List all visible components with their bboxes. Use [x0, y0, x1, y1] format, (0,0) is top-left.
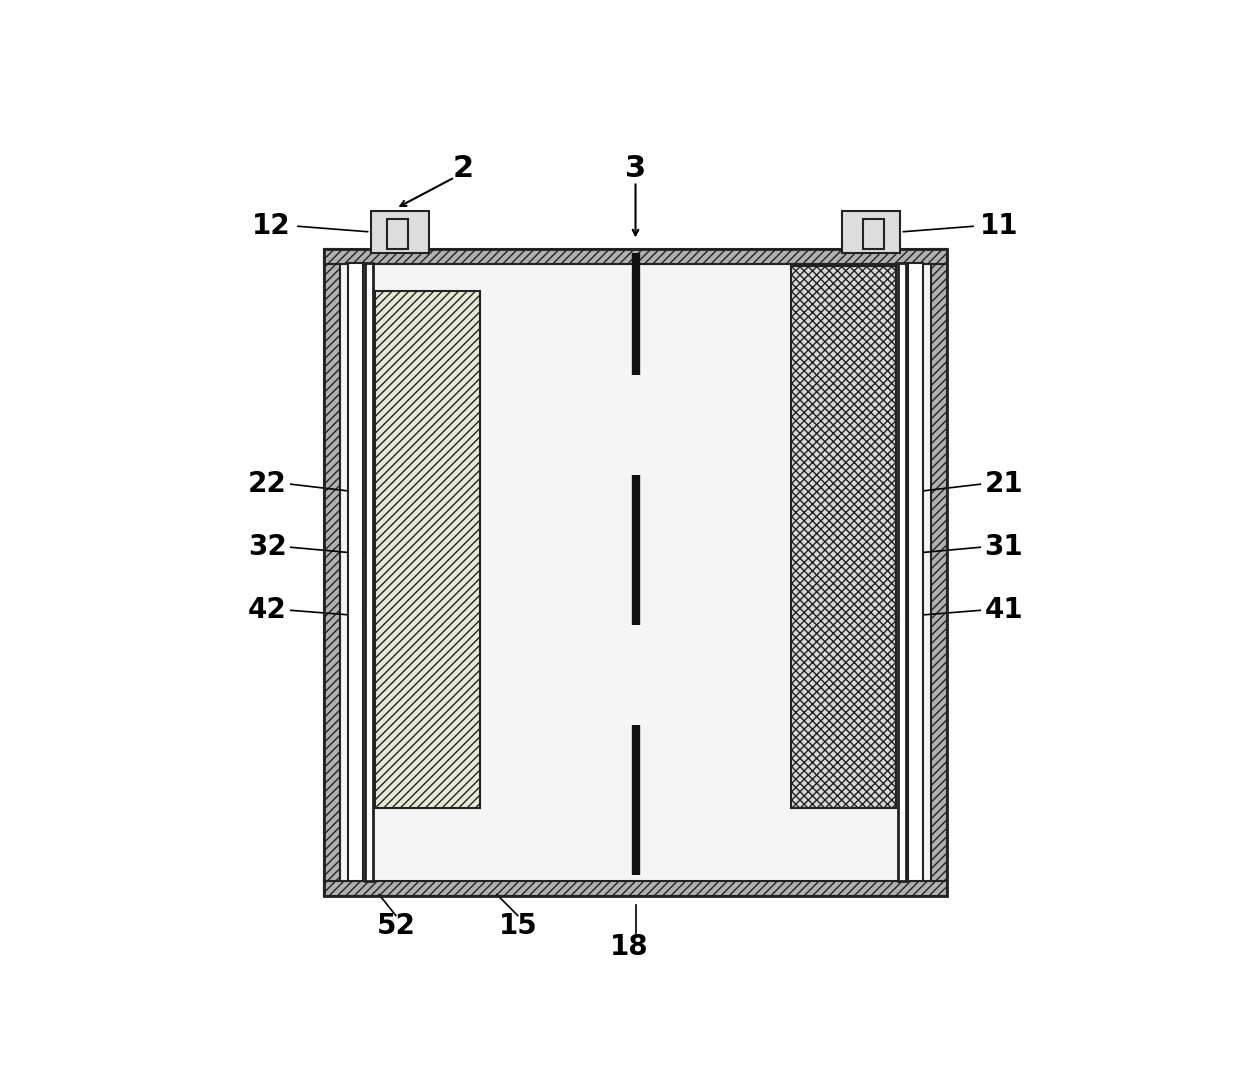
Text: 52: 52: [377, 912, 415, 939]
Bar: [325, 881, 946, 897]
Bar: [374, 290, 480, 808]
Bar: [842, 211, 900, 253]
Text: 42: 42: [248, 596, 286, 625]
Bar: [898, 263, 906, 881]
Bar: [325, 249, 946, 897]
Text: 15: 15: [498, 912, 537, 939]
Text: 31: 31: [985, 533, 1023, 561]
Text: 2: 2: [453, 154, 474, 183]
Bar: [791, 265, 897, 808]
Bar: [348, 263, 363, 881]
Text: 41: 41: [985, 596, 1023, 625]
Bar: [340, 264, 931, 881]
Bar: [931, 249, 946, 897]
Bar: [365, 263, 373, 881]
Bar: [325, 249, 946, 264]
Bar: [908, 263, 923, 881]
Text: 3: 3: [625, 154, 646, 183]
Bar: [325, 249, 340, 897]
Bar: [863, 219, 884, 249]
Text: 11: 11: [981, 212, 1019, 240]
Text: 22: 22: [248, 471, 286, 498]
Text: 12: 12: [252, 212, 290, 240]
Text: 18: 18: [610, 933, 649, 961]
Text: 32: 32: [248, 533, 286, 561]
Bar: [371, 211, 429, 253]
Bar: [387, 219, 408, 249]
Text: 21: 21: [985, 471, 1023, 498]
